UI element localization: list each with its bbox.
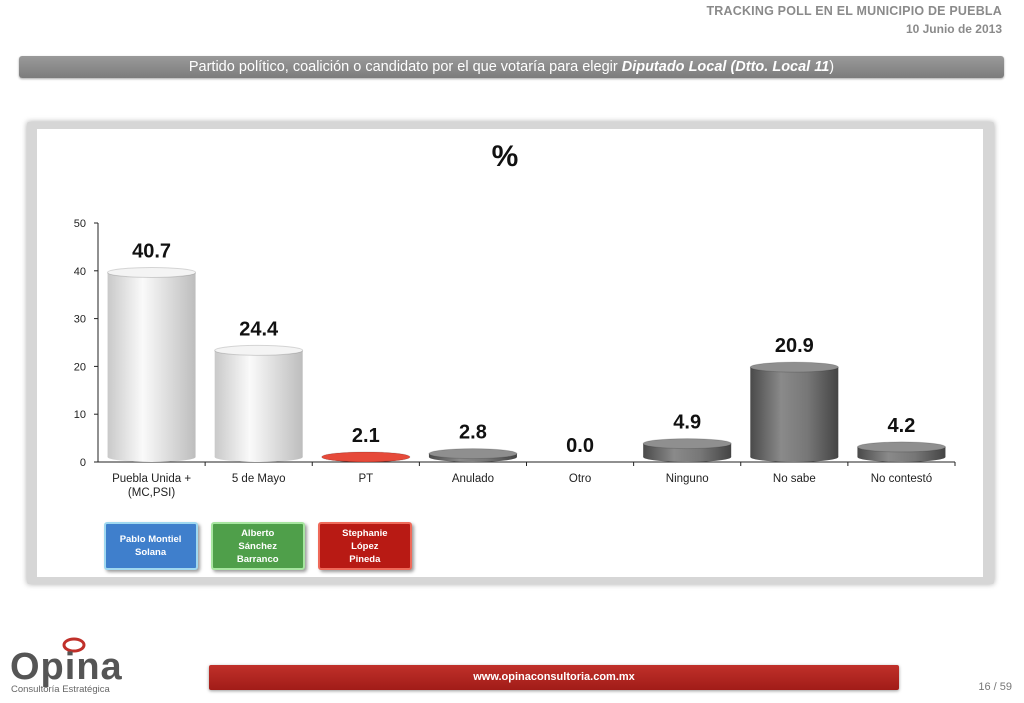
bar-body — [107, 272, 196, 457]
report-date: 10 Junio de 2013 — [905, 22, 1002, 36]
question-emphasis: Diputado Local (Dtto. Local 11 — [621, 59, 830, 75]
candidate-name-line: Alberto Sánchez — [238, 527, 277, 552]
bar — [749, 361, 839, 462]
candidate-name-line: Solana — [134, 547, 167, 558]
candidate-name: Stephanie López Pineda — [320, 527, 410, 566]
x-tick-label: 5 de Mayo — [232, 473, 286, 485]
bar — [214, 344, 304, 462]
bar — [107, 266, 197, 462]
x-tick-label: PT — [358, 473, 373, 485]
bar-body — [857, 446, 946, 457]
y-tick-label: 30 — [74, 314, 86, 326]
logo-subtitle: Consultoría Estratégica — [11, 684, 110, 695]
question-suffix: ) — [829, 59, 835, 75]
data-label: 40.7 — [132, 240, 171, 262]
candidate-box: Stephanie López Pineda — [317, 522, 412, 570]
data-label: 20.9 — [775, 335, 814, 357]
question-text: Partido político, coalición o candidato … — [188, 59, 622, 75]
x-tick-label: (MC,PSI) — [128, 487, 175, 499]
data-label: 4.2 — [888, 415, 916, 437]
candidate-name-line: Stephanie López — [342, 527, 388, 552]
x-tick-label: Otro — [569, 473, 591, 485]
report-title: TRACKING POLL EN EL MUNICIPIO DE PUEBLA — [706, 4, 1002, 18]
bar-base — [643, 452, 732, 462]
bar-base — [857, 452, 946, 462]
bar-base — [107, 452, 196, 462]
chart-frame — [27, 122, 994, 584]
bar-top — [642, 438, 732, 450]
website-link[interactable]: www.opinaconsultoria.com.mx — [209, 665, 899, 690]
y-tick-label: 50 — [74, 218, 86, 230]
bar-top — [107, 266, 197, 278]
bar — [856, 441, 946, 462]
candidate-name-line: Barranco — [236, 553, 279, 565]
bar-top — [428, 448, 518, 460]
x-tick-label: Anulado — [452, 473, 494, 485]
data-label: 2.8 — [459, 422, 487, 444]
data-label: 0.0 — [566, 435, 594, 457]
y-tick-label: 20 — [74, 361, 86, 373]
logo-word: Opina — [10, 646, 123, 688]
bar-top — [321, 451, 411, 463]
x-tick-label: No contestó — [871, 473, 932, 485]
bar-body — [214, 350, 303, 457]
y-tick-label: 40 — [74, 266, 86, 278]
x-tick-label: No sabe — [773, 473, 816, 485]
candidate-name-line: Pineda — [349, 553, 381, 565]
data-label: 24.4 — [239, 318, 279, 340]
bar — [642, 438, 732, 462]
chart-title: % — [491, 140, 519, 173]
bar-top — [749, 361, 839, 373]
x-tick-label: Ninguno — [666, 473, 709, 485]
x-tick-label: Puebla Unida + — [112, 473, 191, 485]
data-label: 2.1 — [352, 425, 380, 447]
candidate-box: Alberto Sánchez Barranco — [210, 522, 305, 570]
page-number: 16 / 59 — [978, 681, 1012, 693]
candidate-name: Pablo Montiel Solana — [112, 533, 190, 559]
bar-base — [750, 452, 839, 462]
opina-logo — [62, 637, 86, 653]
bar-top — [214, 344, 304, 356]
data-label: 4.9 — [673, 412, 701, 434]
question-banner: Partido político, coalición o candidato … — [19, 56, 1004, 78]
bar-body — [750, 367, 839, 457]
logo-mark-icon — [62, 637, 86, 653]
bar-base — [214, 452, 303, 462]
candidate-name-line: Pablo Montiel — [119, 534, 182, 545]
bar — [321, 451, 411, 463]
bar-top — [856, 441, 946, 453]
y-tick-label: 0 — [80, 457, 86, 469]
y-tick-label: 10 — [74, 409, 86, 421]
candidate-box: Pablo Montiel Solana — [103, 522, 198, 570]
bar — [428, 448, 518, 462]
candidate-name: Alberto Sánchez Barranco — [213, 527, 303, 566]
